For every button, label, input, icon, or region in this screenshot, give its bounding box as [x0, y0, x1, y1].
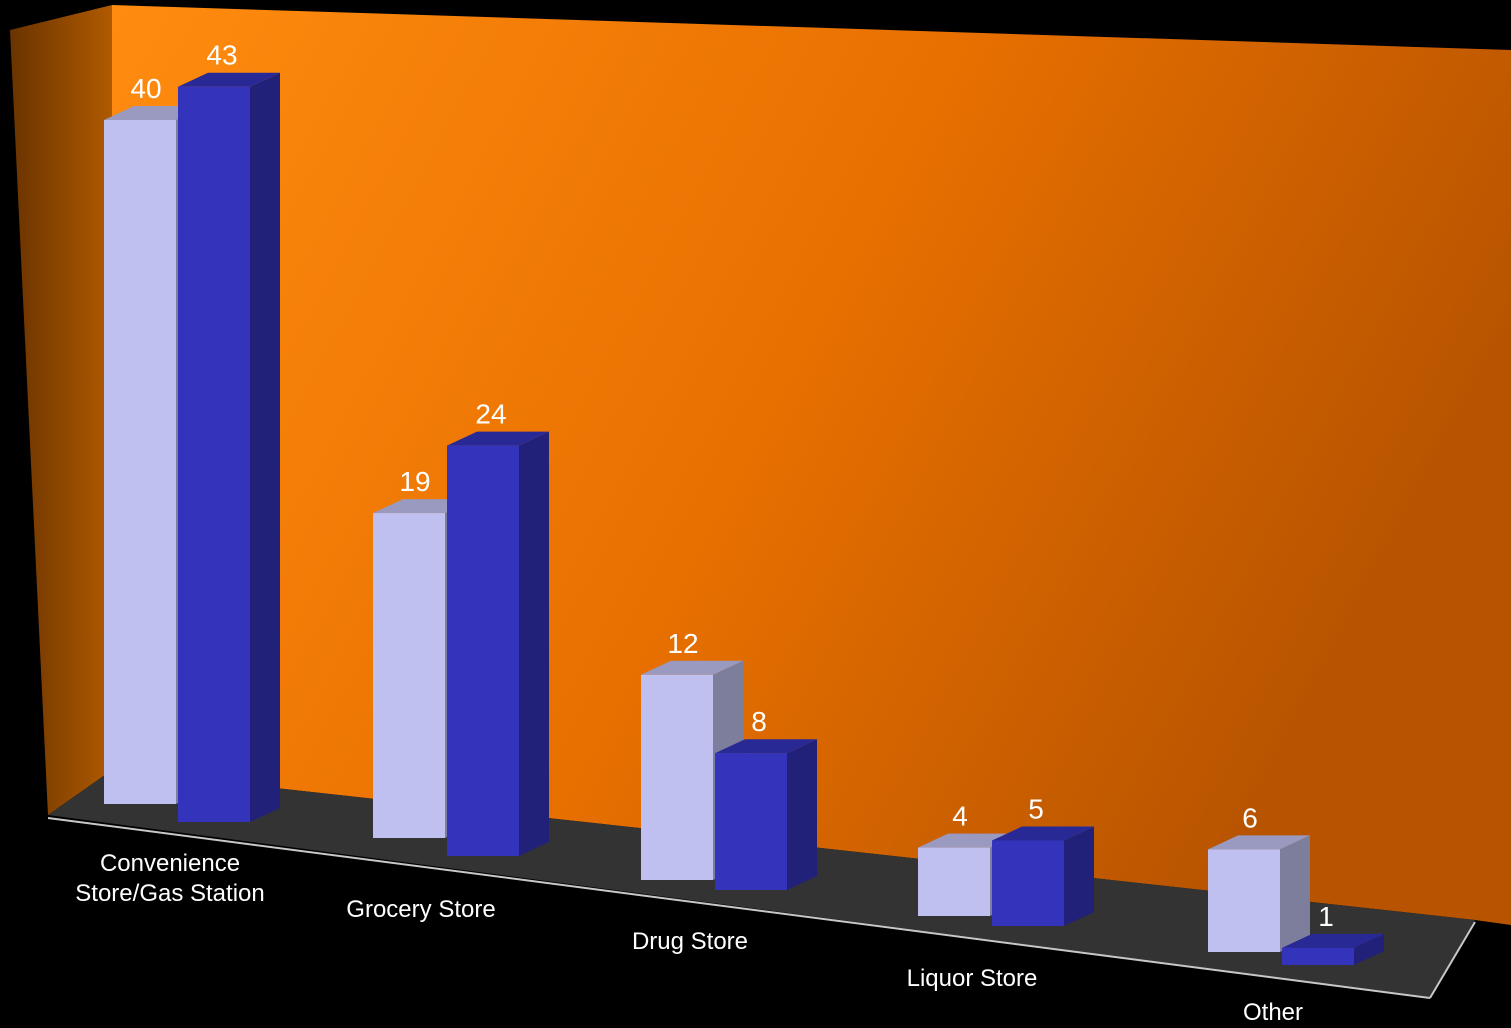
value-label-3-1: 5	[1028, 794, 1044, 825]
value-label-1-1: 24	[475, 399, 506, 430]
bar-top	[447, 431, 549, 446]
category-label-line: Convenience	[100, 850, 240, 877]
chart-marks	[104, 72, 1384, 965]
category-label-line: Drug Store	[632, 928, 748, 955]
bar-front	[641, 674, 713, 880]
category-label-line: Other	[1243, 999, 1303, 1026]
category-label-1: Grocery Store	[346, 896, 495, 923]
category-label-line: Grocery Store	[346, 896, 495, 923]
bar-top	[641, 660, 743, 675]
bar-side	[1064, 826, 1094, 926]
category-label-2: Drug Store	[632, 928, 748, 955]
bar-front	[1208, 849, 1280, 952]
bar-front	[447, 445, 519, 856]
bar-side	[250, 72, 280, 822]
value-label-2-1: 8	[751, 706, 767, 737]
value-label-1-0: 19	[399, 466, 430, 497]
category-label-0: Convenience Store/Gas Station	[75, 850, 264, 907]
category-label-3: Liquor Store	[907, 965, 1038, 992]
chart-labels: 40 43 Convenience Store/Gas Station 19 24 Groc…	[75, 40, 1334, 1026]
bar-top	[178, 72, 280, 87]
category-label-line: Liquor Store	[907, 965, 1038, 992]
value-label-0-0: 40	[130, 73, 161, 104]
category-label-line: Store/Gas Station	[75, 880, 264, 907]
bar-1-1	[447, 431, 549, 856]
side-wall	[10, 5, 112, 815]
bar-side	[787, 739, 817, 890]
bar-side	[1354, 933, 1384, 965]
bar-front	[1282, 947, 1354, 965]
value-label-4-1: 1	[1318, 901, 1334, 932]
bar-front	[992, 840, 1064, 926]
bar-front	[178, 86, 250, 822]
x-axis-line	[47, 817, 1431, 999]
bar-front	[373, 513, 445, 838]
bar-2-1	[715, 739, 817, 890]
bar-top	[1282, 933, 1384, 948]
bar-top	[992, 826, 1094, 841]
bar-4-0	[1208, 835, 1310, 952]
bar-front	[104, 120, 176, 804]
bar-side	[1280, 835, 1310, 952]
bar-front	[918, 847, 990, 916]
bar-side	[519, 431, 549, 856]
value-label-2-0: 12	[667, 628, 698, 659]
value-label-3-0: 4	[952, 801, 968, 832]
floor-edge-line	[1429, 921, 1476, 999]
value-label-4-0: 6	[1242, 802, 1258, 833]
bar-3-1	[992, 826, 1094, 926]
bar-4-1	[1282, 933, 1384, 965]
category-label-4: Other	[1243, 999, 1303, 1026]
bar-0-1	[178, 72, 280, 822]
bar-top	[1208, 835, 1310, 850]
value-label-0-1: 43	[206, 40, 237, 71]
bar-front	[715, 753, 787, 890]
bar-top	[715, 739, 817, 754]
